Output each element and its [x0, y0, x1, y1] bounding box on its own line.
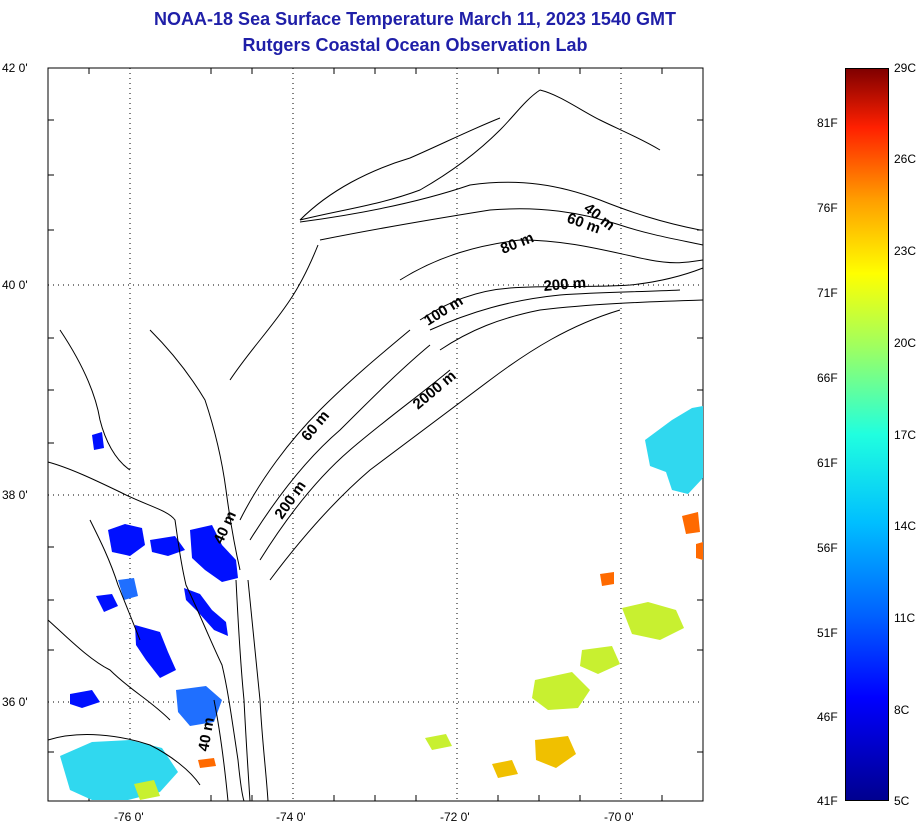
coastline-pamlico — [47, 734, 201, 786]
lat-label-42: 42 0' — [2, 61, 28, 75]
lat-label-36: 36 0' — [2, 695, 28, 709]
colorbar-celsius-5: 5C — [894, 794, 910, 808]
graticule — [48, 68, 703, 801]
depth-label-200m-north: 200 m — [543, 274, 587, 295]
sst-patch — [535, 736, 576, 768]
colorbar-fahrenheit-81: 81F — [817, 116, 838, 130]
coastline-long-island — [299, 89, 541, 221]
contour-100m — [419, 267, 704, 321]
colorbar-celsius-14: 14C — [894, 519, 917, 533]
frame-ticks — [48, 68, 703, 801]
sst-mild-patches — [134, 602, 684, 800]
sst-patch — [532, 672, 590, 710]
sst-patch — [108, 524, 145, 556]
sst-patch — [492, 760, 518, 778]
sst-patch — [696, 542, 703, 560]
sst-patch — [176, 686, 222, 726]
sst-patch — [96, 594, 118, 612]
coastline-delaware-bay — [149, 329, 241, 571]
sst-patch — [150, 536, 185, 556]
contour-200m-north — [429, 289, 681, 331]
bathymetry-contours — [213, 181, 704, 802]
contour-200m-south — [259, 369, 451, 561]
colorbar-celsius-20: 20C — [894, 336, 917, 350]
coastline-new-jersey — [229, 244, 319, 381]
sst-patch — [198, 758, 216, 768]
map-title: NOAA-18 Sea Surface Temperature March 11… — [154, 9, 676, 29]
coastline-north-carolina — [47, 619, 171, 721]
contour-2000m-south — [269, 309, 621, 581]
sst-patch — [580, 646, 620, 674]
contour-40m-north — [299, 181, 701, 231]
sst-patch — [190, 525, 238, 582]
contour-40m-south — [235, 579, 251, 802]
colorbar-celsius-23: 23C — [894, 244, 917, 258]
coastline-chesapeake-west — [59, 329, 131, 471]
lon-label-76: -76 0' — [114, 810, 144, 824]
colorbar-fahrenheit-51: 51F — [817, 626, 838, 640]
coastline — [47, 89, 661, 802]
colorbar-fahrenheit-71: 71F — [817, 286, 838, 300]
coastline-connecticut — [299, 117, 501, 221]
sst-warm-patches — [492, 736, 576, 778]
colorbar-fahrenheit-66: 66F — [817, 371, 838, 385]
colorbar-celsius-26: 26C — [894, 152, 917, 166]
sst-patch — [645, 406, 703, 494]
sst-patch — [134, 780, 160, 800]
sst-patch — [600, 572, 614, 586]
sst-patch — [92, 432, 104, 450]
sst-patch — [622, 602, 684, 640]
colorbar-fahrenheit-41: 41F — [817, 794, 838, 808]
colorbar-celsius-8: 8C — [894, 703, 910, 717]
coastline-cape-cod — [539, 89, 661, 151]
sst-patch — [135, 625, 176, 678]
coastline-mid-atlantic — [47, 461, 245, 802]
colorbar-celsius-11: 11C — [894, 611, 916, 625]
sst-data — [60, 406, 703, 800]
contour-40m-nc — [213, 699, 229, 802]
sst-cold-patches — [70, 432, 238, 708]
colorbar-fahrenheit-46: 46F — [817, 710, 838, 724]
colorbar-fahrenheit-61: 61F — [817, 456, 838, 470]
map-frame — [47, 67, 704, 802]
contour-2000m-north — [439, 299, 704, 351]
lat-label-40: 40 0' — [2, 278, 28, 292]
lon-label-74: -74 0' — [276, 810, 306, 824]
lon-label-72: -72 0' — [440, 810, 470, 824]
colorbar-celsius-29: 29C — [894, 61, 917, 75]
lat-label-38: 38 0' — [2, 488, 28, 502]
sst-patch — [70, 690, 100, 708]
sst-patch — [425, 734, 452, 750]
colorbar-fahrenheit-76: 76F — [817, 201, 838, 215]
sst-patch — [118, 578, 138, 600]
sst-hot-patches — [198, 512, 703, 768]
contour-100m-south — [249, 344, 431, 541]
sst-patch — [60, 740, 178, 800]
sst-cool-blue-patches — [118, 578, 222, 726]
colorbar-celsius-17: 17C — [894, 428, 917, 442]
contour-60m-north — [319, 208, 704, 246]
lon-label-70: -70 0' — [604, 810, 634, 824]
temperature-colorbar — [845, 68, 889, 801]
contour-80m — [399, 239, 704, 281]
colorbar-fahrenheit-56: 56F — [817, 541, 838, 555]
sst-patch — [184, 588, 228, 636]
contour-shelf-edge-south — [247, 579, 269, 802]
contour-60m-south — [239, 329, 411, 521]
coastline-chesapeake-east — [89, 519, 141, 641]
depth-label-40m-south: 40 m — [195, 716, 218, 753]
sst-patch — [682, 512, 700, 534]
map-subtitle: Rutgers Coastal Ocean Observation Lab — [242, 35, 588, 55]
